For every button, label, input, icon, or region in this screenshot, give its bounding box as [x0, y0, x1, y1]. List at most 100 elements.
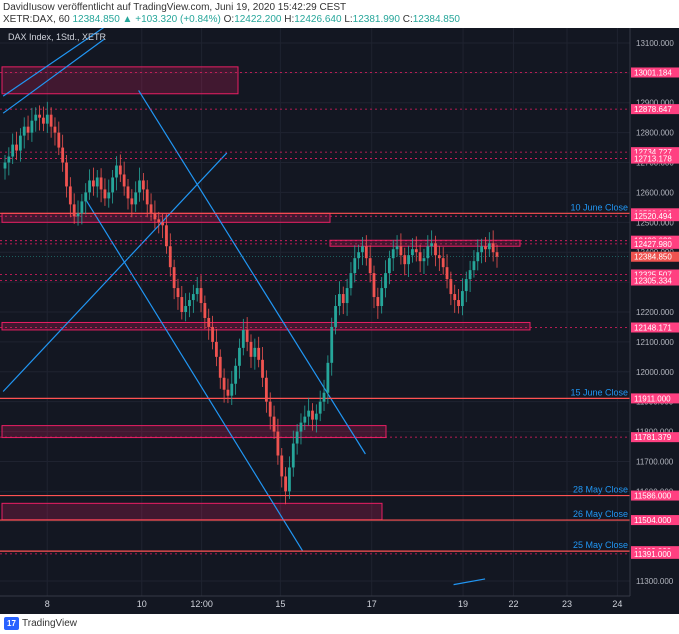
candle-body [80, 201, 84, 214]
candle-body [241, 329, 245, 348]
candle-body [111, 177, 115, 193]
candle-body [318, 401, 322, 414]
price-level-label: 11586.000 [634, 492, 672, 501]
candle-body [368, 258, 372, 274]
candle-body [391, 249, 395, 259]
price-level-label: 13001.184 [634, 68, 672, 77]
candle-body [272, 416, 276, 432]
candle-body [38, 114, 41, 118]
footer: 17 TradingView [0, 614, 679, 634]
candle-body [345, 288, 349, 304]
last-price-tag [631, 251, 679, 262]
x-tick-label: 22 [508, 599, 518, 609]
price-level-annotation: 26 May Close [573, 509, 628, 519]
candle-body [334, 306, 337, 327]
high-label: H: [284, 14, 295, 25]
price-level-label: 11391.000 [634, 550, 672, 559]
open-label: O: [223, 14, 235, 25]
candle-body [234, 365, 238, 384]
candle-body [387, 258, 391, 274]
candle-body [414, 249, 418, 253]
candle-body [191, 294, 195, 301]
candle-body [330, 326, 334, 363]
candle-body [441, 258, 445, 268]
tradingview-brand: TradingView [22, 618, 78, 629]
price-labels: 13001.18412878.64712734.72712713.1781253… [570, 67, 679, 559]
candle-body [149, 204, 153, 214]
candle-body [395, 246, 399, 250]
candle-body [487, 243, 491, 250]
candle-body [184, 306, 188, 312]
candle-body [291, 443, 295, 468]
trend-line [2, 152, 228, 392]
last-price: 12384.850 [72, 14, 120, 25]
support-resistance-zone [1, 502, 383, 521]
candle-body [161, 222, 164, 226]
candle-body [361, 246, 364, 253]
y-tick-label: 12800.000 [636, 129, 674, 138]
candle-body [299, 422, 303, 432]
candle-body [430, 243, 434, 247]
candle-body [295, 431, 299, 444]
candle-body [418, 252, 422, 262]
candle-body [357, 252, 361, 259]
candle-body [199, 288, 203, 304]
y-tick-label: 12600.000 [636, 188, 674, 197]
price-level-tag [631, 432, 679, 443]
candle-body [22, 126, 26, 136]
tradingview-logo[interactable]: 17 TradingView [4, 617, 77, 630]
candle-body [76, 213, 80, 217]
low-label: L: [344, 14, 353, 25]
price-level-tag [631, 393, 679, 404]
candle-body [238, 347, 241, 366]
open-value: 12422.200 [234, 14, 282, 25]
y-tick-label: 11300.000 [636, 577, 674, 586]
candle-body [65, 162, 68, 187]
candle-body [307, 410, 311, 417]
candle-body [215, 341, 218, 357]
trend-line [2, 38, 105, 114]
candle-body [126, 186, 130, 199]
candle-body [268, 401, 272, 417]
candle-body [68, 186, 72, 205]
price-level-label: 11781.379 [634, 433, 672, 442]
price-level-tag [631, 211, 679, 222]
x-tick-label: 23 [562, 599, 572, 609]
close-value: 12384.850 [412, 14, 460, 25]
candle-body [3, 162, 7, 169]
x-tick-label: 24 [612, 599, 622, 609]
symbol-label[interactable]: XETR:DAX, 60 [3, 14, 70, 25]
time-axis[interactable]: 8 10 12:00 15 17 19 22 23 24 [45, 599, 623, 609]
price-level-tag [631, 147, 679, 158]
candle-body [195, 288, 199, 295]
candle-body [203, 303, 207, 318]
price-level-annotation: 15 June Close [570, 387, 628, 397]
price-level-tag [631, 238, 679, 249]
candle-body [11, 144, 15, 157]
x-tick-label: 19 [458, 599, 468, 609]
candle-body [341, 294, 345, 304]
candle-body [380, 288, 384, 307]
candle-body [222, 377, 226, 390]
candle-body [15, 144, 18, 151]
candle-body [141, 180, 145, 190]
candle-body [253, 347, 257, 357]
price-level-tag [631, 322, 679, 333]
candle-body [57, 132, 61, 148]
chart-title: DAX Index, 1Std., XETR [8, 32, 107, 42]
y-tick-label: 12100.000 [636, 338, 674, 347]
x-tick-label: 17 [367, 599, 377, 609]
candle-body [384, 273, 387, 289]
candle-body [7, 156, 11, 163]
y-tick-label: 12900.000 [636, 99, 674, 108]
candle-body [349, 273, 353, 289]
candle-body [338, 294, 341, 307]
candle-body [49, 114, 53, 127]
candle-body [134, 192, 138, 205]
candle-body [230, 383, 234, 396]
candle-body [26, 126, 30, 133]
ohlc-line: XETR:DAX, 60 12384.850 ▲ +103.320 (+0.84… [3, 14, 460, 25]
candle-body [99, 177, 103, 190]
price-chart[interactable]: DAX Index, 1Std., XETR 11300.00011400.00… [0, 28, 679, 614]
support-resistance-zone [1, 66, 239, 95]
